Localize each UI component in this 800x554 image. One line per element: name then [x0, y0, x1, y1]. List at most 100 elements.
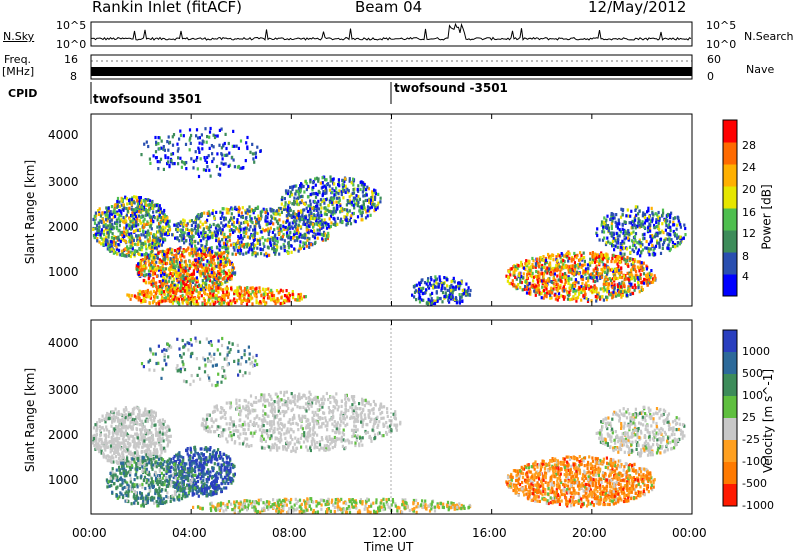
power-cell	[185, 167, 188, 171]
power-cell	[187, 284, 190, 288]
power-cell	[350, 203, 353, 207]
power-cell	[142, 219, 145, 223]
power-cell	[321, 185, 324, 189]
power-cell	[628, 271, 631, 275]
power-cell	[146, 288, 149, 293]
power-cell	[245, 287, 248, 292]
power-cell	[177, 222, 180, 226]
power-cell	[171, 284, 174, 288]
power-cell	[102, 241, 105, 245]
power-cell	[604, 278, 607, 282]
power-cell	[655, 218, 658, 222]
power-cell	[166, 261, 169, 265]
power-cell	[142, 225, 145, 229]
power-cell	[271, 247, 274, 251]
power-cell	[616, 293, 619, 297]
power-cell	[185, 300, 188, 304]
power-cell	[92, 217, 95, 222]
power-cb-tick-16: 16	[742, 206, 756, 219]
power-cell	[105, 226, 108, 230]
power-cell	[136, 242, 139, 246]
power-cell	[607, 240, 610, 244]
power-cell	[255, 217, 258, 221]
power-cell	[219, 226, 222, 230]
power-cell	[100, 228, 103, 232]
power-cell	[294, 216, 297, 220]
power-heatmap	[92, 126, 687, 307]
power-cell	[609, 241, 612, 245]
power-cell	[420, 278, 423, 282]
power-cell	[631, 265, 635, 269]
power-cell	[514, 265, 517, 269]
power-cell	[603, 280, 606, 284]
power-cell	[617, 237, 620, 242]
power-cell	[323, 201, 326, 205]
power-cell	[155, 281, 158, 285]
power-cell	[331, 191, 334, 195]
power-cell	[246, 220, 249, 224]
power-cell	[93, 221, 97, 225]
power-cell	[302, 235, 305, 240]
power-cell	[360, 218, 363, 222]
power-cell	[238, 207, 241, 211]
power-cell	[293, 224, 296, 228]
power-cell	[676, 244, 679, 248]
power-cell	[220, 152, 223, 156]
power-cell	[135, 224, 138, 228]
power-cell	[656, 234, 659, 238]
power-cell	[191, 254, 194, 258]
power-cell	[609, 217, 613, 221]
power-cell	[617, 254, 620, 259]
power-cell	[176, 236, 179, 240]
power-cell	[202, 168, 205, 172]
vel-cb-tick-25: 25	[742, 411, 756, 424]
power-cell	[286, 216, 289, 220]
power-cell	[335, 204, 339, 208]
power-cell	[171, 272, 175, 276]
power-cell	[195, 289, 198, 293]
power-cell	[136, 216, 139, 220]
power-cell	[370, 196, 373, 200]
power-cell	[155, 274, 159, 278]
power-cell	[163, 259, 166, 263]
power-cell	[529, 292, 532, 296]
power-cell	[190, 276, 193, 280]
power-cell	[272, 216, 276, 220]
power-cell	[240, 215, 243, 219]
power-cell	[633, 268, 637, 272]
power-cell	[246, 286, 249, 290]
power-cell	[555, 266, 558, 271]
power-cell	[571, 286, 574, 290]
power-cell	[327, 231, 330, 235]
power-cell	[247, 250, 250, 254]
power-cell	[234, 205, 237, 209]
power-cell	[359, 187, 362, 192]
power-cell	[542, 258, 545, 262]
power-cell	[172, 265, 175, 269]
freq-unit-label: [MHz]	[2, 65, 35, 78]
power-cell	[273, 234, 276, 238]
power-cell	[128, 206, 131, 210]
power-cell	[540, 292, 543, 296]
power-cell	[248, 248, 251, 252]
power-cell	[138, 271, 141, 275]
power-cell	[130, 234, 133, 238]
power-cell	[592, 268, 595, 272]
power-cell	[255, 221, 258, 225]
power-cell	[572, 289, 575, 294]
power-cell	[638, 238, 641, 242]
power-cell	[230, 216, 233, 220]
power-cell	[217, 297, 220, 301]
power-cell	[232, 266, 236, 270]
power-cell	[150, 227, 153, 231]
power-cell	[245, 230, 248, 234]
power-cell	[200, 249, 203, 253]
power-cell	[319, 198, 323, 202]
power-cell	[661, 243, 665, 247]
power-cell	[676, 236, 679, 240]
power-cell	[240, 221, 243, 225]
power-cell	[329, 196, 333, 200]
power-cell	[602, 289, 605, 293]
power-cell	[364, 194, 367, 198]
power-cell	[593, 275, 596, 279]
